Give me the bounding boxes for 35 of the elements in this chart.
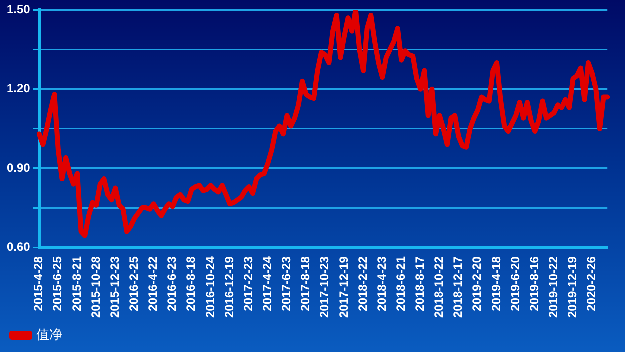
y-tick-label: 0.60 bbox=[6, 240, 31, 254]
x-tick-label: 2018-10-22 bbox=[432, 256, 446, 318]
x-tick-label: 2017-6-23 bbox=[280, 256, 294, 312]
x-tick-label: 2019-8-16 bbox=[527, 256, 542, 312]
legend-label: 值净 bbox=[36, 328, 62, 343]
y-tick-label: 1.50 bbox=[6, 2, 31, 17]
x-tick-label: 2016-8-18 bbox=[184, 256, 198, 312]
x-tick-label: 2018-12-17 bbox=[451, 256, 466, 318]
x-tick-label: 2019-12-19 bbox=[566, 256, 580, 318]
x-tick-label: 2017-8-18 bbox=[298, 256, 313, 312]
x-tick-label: 2019-6-20 bbox=[508, 256, 522, 312]
x-tick-label: 2019-2-20 bbox=[470, 256, 484, 312]
x-tick-label: 2016-2-25 bbox=[127, 256, 142, 312]
x-tick-label: 2017-10-23 bbox=[318, 256, 332, 318]
x-tick-label: 2016-6-23 bbox=[165, 256, 180, 312]
x-tick-label: 2017-2-23 bbox=[241, 256, 256, 312]
x-tick-label: 2016-10-24 bbox=[203, 256, 218, 318]
y-tick-label: 0.90 bbox=[6, 160, 31, 175]
x-tick-label: 2018-6-21 bbox=[394, 256, 408, 312]
x-tick-label: 2018-4-23 bbox=[374, 256, 389, 312]
x-tick-label: 2019-4-18 bbox=[489, 256, 504, 312]
x-tick-label: 2020-2-26 bbox=[584, 256, 599, 312]
x-tick-label: 2018-2-22 bbox=[356, 256, 370, 312]
y-tick-label: 1.20 bbox=[6, 82, 31, 96]
x-tick-label: 2017-4-24 bbox=[260, 256, 274, 312]
x-tick-label: 2016-12-19 bbox=[222, 256, 236, 318]
x-tick-label: 2015-6-25 bbox=[50, 256, 65, 312]
x-tick-label: 2016-4-22 bbox=[146, 256, 160, 312]
x-tick-label: 2017-12-19 bbox=[336, 256, 351, 318]
x-tick-label: 2018-8-17 bbox=[413, 256, 428, 312]
x-tick-label: 2015-8-21 bbox=[70, 256, 84, 312]
x-tick-label: 2015-12-23 bbox=[108, 256, 122, 318]
x-tick-label: 2015-10-28 bbox=[88, 256, 103, 318]
x-tick-label: 2015-4-28 bbox=[32, 256, 46, 312]
x-tick-label: 2019-10-22 bbox=[546, 256, 561, 318]
